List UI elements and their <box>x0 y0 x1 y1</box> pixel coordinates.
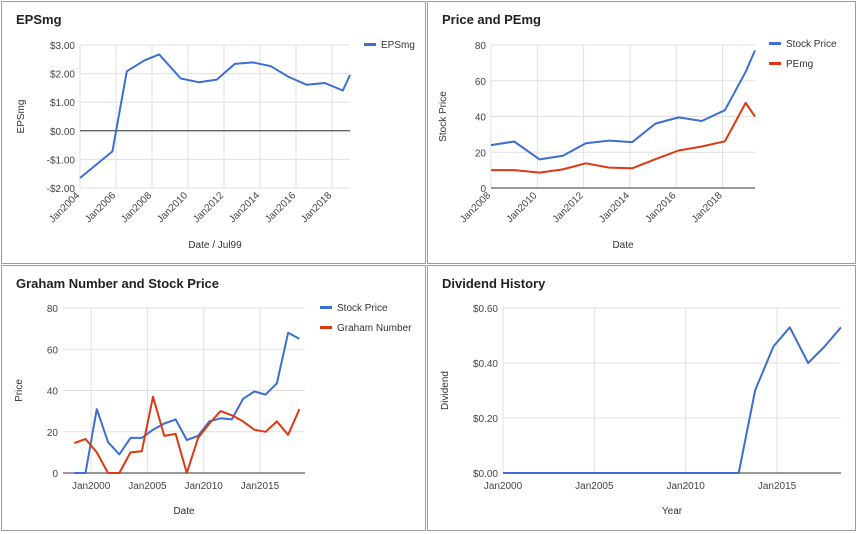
eps-y-tick-label: -$1.00 <box>47 155 76 166</box>
dividend-x-tick-label: Jan2005 <box>575 481 614 492</box>
graham-x-tick-label: Jan2010 <box>185 481 224 492</box>
pe-x-tick-label: Jan2010 <box>505 190 540 225</box>
eps-x-axis-title: Date / Jul99 <box>188 240 242 251</box>
graham-legend-stock-price-label: Stock Price <box>337 303 388 314</box>
graham-chart-panel: Graham Number and Stock Price 0 20 40 60 80 J… <box>1 265 426 531</box>
eps-y-axis-title: EPSmg <box>16 100 27 134</box>
eps-y-tick-label: $1.00 <box>50 98 75 109</box>
pe-x-tick-label: Jan2008 <box>458 190 493 225</box>
pe-y-tick-label: 40 <box>475 113 487 124</box>
dividend-chart-title: Dividend History <box>442 276 546 291</box>
pe-y-axis-title: Stock Price <box>438 91 449 142</box>
dividend-y-tick-label: $0.40 <box>473 359 498 370</box>
pe-stock-price-line <box>490 50 756 161</box>
graham-x-axis-title: Date <box>173 506 195 517</box>
pe-legend-stock-price-swatch <box>769 42 781 45</box>
pe-x-tick-label: Jan2018 <box>690 190 725 225</box>
dividend-x-axis-title: Year <box>662 506 683 517</box>
eps-x-tick-label: Jan2010 <box>155 190 190 225</box>
pe-y-tick-label: 80 <box>475 41 487 52</box>
pe-x-tick-label: Jan2016 <box>643 190 678 225</box>
pe-x-axis-title: Date <box>612 240 634 251</box>
pe-x-tick-label: Jan2012 <box>551 190 586 225</box>
graham-legend-stock-price-swatch <box>320 306 332 309</box>
pe-y-tick-label: 0 <box>480 184 486 195</box>
eps-x-tick-label: Jan2006 <box>83 190 118 225</box>
price-pe-chart: 0 20 40 60 80 Jan2008 Jan2010 Jan2012 Jan2014 Jan… <box>438 39 837 251</box>
price-pe-chart-title: Price and PEmg <box>442 12 541 27</box>
graham-y-tick-label: 80 <box>47 304 59 315</box>
graham-y-tick-label: 40 <box>47 387 59 398</box>
eps-x-tick-label: Jan2016 <box>263 190 298 225</box>
pe-y-tick-label: 20 <box>475 148 487 159</box>
graham-legend-graham-number-swatch <box>320 326 332 329</box>
graham-y-tick-label: 60 <box>47 345 59 356</box>
pe-y-tick-label: 60 <box>475 77 487 88</box>
pe-x-tick-label: Jan2014 <box>597 190 632 225</box>
eps-y-tick-label: $2.00 <box>50 70 75 81</box>
dividend-x-tick-label: Jan2015 <box>758 481 797 492</box>
graham-y-tick-label: 0 <box>52 469 58 480</box>
eps-x-tick-label: Jan2014 <box>227 190 262 225</box>
graham-x-tick-label: Jan2005 <box>128 481 167 492</box>
graham-y-axis-title: Price <box>14 379 25 402</box>
dividend-chart: $0.00 $0.20 $0.40 $0.60 Jan2000 Jan2005 Jan201… <box>440 304 842 517</box>
price-pe-chart-panel: Price and PEmg 0 20 40 60 80 Jan2008 Jan2010 Ja… <box>427 1 856 264</box>
eps-epsmg-line <box>79 53 351 179</box>
eps-legend-epsmg-swatch <box>364 43 376 46</box>
graham-legend-graham-number-label: Graham Number <box>337 323 412 334</box>
dividend-x-tick-label: Jan2000 <box>484 481 523 492</box>
eps-y-tick-label: $3.00 <box>50 41 75 52</box>
eps-legend-epsmg-label: EPSmg <box>381 40 415 51</box>
eps-chart-panel: EPSmg $3.00 $2.00 $1.00 $0.00 -$1.00 -$2.00 Ja… <box>1 1 426 264</box>
dividend-series-line <box>503 326 842 474</box>
eps-chart-title: EPSmg <box>16 12 62 27</box>
eps-x-tick-label: Jan2018 <box>299 190 334 225</box>
eps-x-tick-label: Jan2012 <box>191 190 226 225</box>
graham-x-tick-label: Jan2000 <box>72 481 111 492</box>
pe-legend-pemg-label: PEmg <box>786 59 813 70</box>
eps-y-tick-label: -$2.00 <box>47 184 76 195</box>
dividend-y-axis-title: Dividend <box>440 371 451 410</box>
graham-stock-price-line <box>74 331 300 474</box>
graham-x-tick-label: Jan2015 <box>241 481 280 492</box>
graham-graham-number-line <box>73 395 301 474</box>
eps-x-tick-label: Jan2004 <box>47 190 82 225</box>
graham-y-tick-label: 20 <box>47 428 59 439</box>
graham-chart: 0 20 40 60 80 Jan2000 Jan2005 Jan2010 Jan2015 Dat… <box>14 303 412 517</box>
eps-y-tick-label: $0.00 <box>50 127 75 138</box>
pe-pemg-line <box>491 101 756 174</box>
dividend-y-tick-label: $0.60 <box>473 304 498 315</box>
pe-legend-stock-price-label: Stock Price <box>786 39 837 50</box>
eps-x-tick-label: Jan2008 <box>119 190 154 225</box>
pe-legend-pemg-swatch <box>769 62 781 65</box>
dividend-y-tick-label: $0.20 <box>473 414 498 425</box>
graham-chart-title: Graham Number and Stock Price <box>16 276 220 291</box>
dividend-chart-panel: Dividend History $0.00 $0.20 $0.40 $0.60 Jan… <box>427 265 856 531</box>
dividend-x-tick-label: Jan2010 <box>667 481 706 492</box>
dividend-y-tick-label: $0.00 <box>473 469 498 480</box>
